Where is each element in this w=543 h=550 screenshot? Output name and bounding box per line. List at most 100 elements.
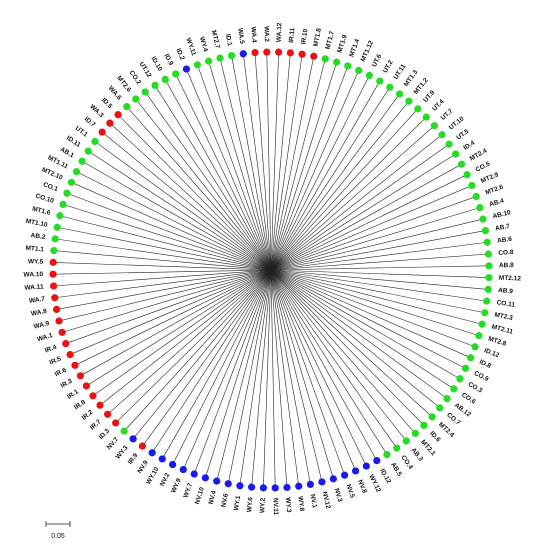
leaf-node xyxy=(436,404,444,412)
leaf-node xyxy=(49,282,58,290)
branch-line xyxy=(99,269,272,406)
leaf-node xyxy=(476,204,484,212)
branch-line xyxy=(270,269,454,390)
leaf-node xyxy=(84,147,92,155)
branch-line xyxy=(270,269,416,434)
leaf-node xyxy=(132,95,140,103)
leaf-label: NV.5 xyxy=(344,484,355,500)
branch-line xyxy=(270,230,486,271)
leaf-label: ID.3 xyxy=(98,427,112,441)
leaf-node xyxy=(62,339,70,348)
leaf-node xyxy=(275,48,283,56)
leaf-label: CO.1 xyxy=(42,181,59,193)
leaf-label: UT.5 xyxy=(455,128,470,142)
leaf-node xyxy=(138,442,147,450)
branch-line xyxy=(117,114,272,271)
leaf-node xyxy=(443,394,451,403)
leaf-node xyxy=(376,77,384,85)
leaf-node xyxy=(485,262,493,270)
leaf-node xyxy=(471,343,479,351)
branch-line xyxy=(270,218,484,271)
leaf-label: AB.5 xyxy=(389,461,403,478)
branch-line xyxy=(270,269,311,485)
branch-line xyxy=(270,253,489,271)
branch-line xyxy=(219,57,272,271)
leaf-label: AB.10 xyxy=(492,209,512,220)
leaf-label: ID.9 xyxy=(163,53,175,67)
branch-line xyxy=(197,64,272,271)
branch-line xyxy=(270,80,381,271)
leaf-label: NV.12 xyxy=(321,491,332,510)
leaf-node xyxy=(123,102,131,111)
leaf-label: MT1.10 xyxy=(25,218,48,229)
leaf-node xyxy=(478,320,486,328)
branch-line xyxy=(71,182,272,271)
leaf-node xyxy=(103,410,112,418)
leaf-label: NV.3 xyxy=(333,488,344,504)
branch-line xyxy=(57,226,272,271)
branch-line xyxy=(55,238,272,271)
branch-line xyxy=(101,131,272,271)
leaf-node xyxy=(169,460,177,469)
leaf-node xyxy=(420,421,428,429)
branch-line xyxy=(80,269,272,377)
branch-line xyxy=(251,269,272,488)
leaf-node xyxy=(428,413,436,421)
leaf-node xyxy=(224,480,232,488)
leaf-label: WA.11 xyxy=(24,283,44,291)
leaf-label: ID.10 xyxy=(150,55,164,72)
leaf-node xyxy=(248,483,256,491)
leaf-node xyxy=(259,484,267,492)
leaf-node xyxy=(82,382,91,390)
leaf-label: MT1.7 xyxy=(325,30,336,50)
branch-line xyxy=(231,55,272,271)
leaf-label: ID.8 xyxy=(478,359,492,370)
leaf-label: IR.1 xyxy=(66,388,80,400)
leaf-node xyxy=(298,50,306,58)
leaf-label: MT2.10 xyxy=(41,166,64,181)
leaf-node xyxy=(236,482,244,490)
tree-branches xyxy=(53,52,489,488)
branch-line xyxy=(56,269,272,310)
leaf-node xyxy=(481,309,489,317)
branch-line xyxy=(270,269,461,380)
leaf-label: CO.9 xyxy=(473,370,490,383)
leaf-node xyxy=(89,392,97,400)
leaf-label: WY.10 xyxy=(145,466,161,486)
branch-line xyxy=(270,269,367,467)
branch-line xyxy=(270,269,489,290)
leaf-node xyxy=(161,75,169,83)
leaf-node xyxy=(53,223,61,231)
leaf-label: WA.1 xyxy=(36,332,54,343)
leaf-node xyxy=(438,131,446,139)
leaf-node xyxy=(51,294,59,302)
branch-line xyxy=(86,269,272,387)
branch-line xyxy=(135,98,272,271)
branch-line xyxy=(270,87,391,271)
leaf-node xyxy=(251,48,259,57)
leaf-label: NV.1 xyxy=(309,494,318,509)
leaf-node xyxy=(114,111,122,119)
branch-line xyxy=(193,269,272,475)
branch-line xyxy=(270,269,466,369)
leaf-label: WA.3 xyxy=(88,103,105,119)
leaf-node xyxy=(58,328,66,336)
branch-line xyxy=(205,269,272,478)
leaf-node xyxy=(271,484,279,492)
leaf-label: CO.2 xyxy=(128,70,143,87)
branch-line xyxy=(270,269,276,488)
branch-line xyxy=(270,58,326,271)
branch-line xyxy=(76,171,272,271)
branch-line xyxy=(161,269,272,460)
leaf-node xyxy=(430,122,439,130)
branch-line xyxy=(270,153,456,271)
leaf-node xyxy=(411,429,419,438)
leaf-node xyxy=(365,71,373,80)
branch-line xyxy=(270,125,435,271)
leaf-label: NV.10 xyxy=(194,486,206,505)
branch-line xyxy=(151,269,272,453)
leaf-node xyxy=(96,401,104,409)
branch-line xyxy=(270,269,425,426)
leaf-label: NV.9 xyxy=(136,459,150,475)
leaf-node xyxy=(414,105,422,113)
